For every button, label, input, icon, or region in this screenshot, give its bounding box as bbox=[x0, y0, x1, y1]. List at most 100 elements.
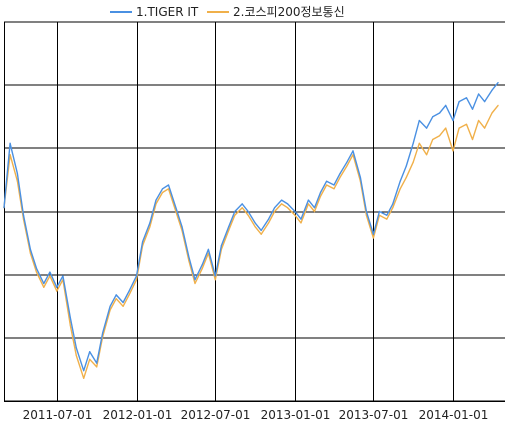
series-0-point-61 bbox=[405, 165, 407, 167]
series-1-point-39 bbox=[260, 233, 262, 235]
series-0-point-67 bbox=[445, 104, 447, 106]
series-1-point-14 bbox=[96, 366, 98, 368]
series-0-point-68 bbox=[452, 119, 454, 122]
series-0-point-18 bbox=[122, 301, 124, 304]
series-0-point-69 bbox=[458, 101, 460, 103]
series-0-point-75 bbox=[497, 82, 499, 84]
series-0-point-7 bbox=[49, 271, 51, 273]
series-1-point-26 bbox=[175, 210, 177, 213]
series-0-point-36 bbox=[241, 203, 243, 205]
series-0-point-32 bbox=[214, 275, 216, 277]
series-0-point-52 bbox=[346, 161, 348, 163]
series-0-point-16 bbox=[109, 305, 111, 307]
series-1-point-29 bbox=[194, 282, 196, 285]
series-0-point-8 bbox=[56, 286, 58, 288]
series-0-point-2 bbox=[16, 173, 18, 175]
series-0-point-45 bbox=[300, 218, 302, 220]
series-0-point-40 bbox=[268, 218, 270, 220]
series-1-point-68 bbox=[452, 150, 454, 152]
series-0-point-64 bbox=[426, 127, 428, 129]
series-0-point-41 bbox=[274, 207, 276, 209]
series-0-point-19 bbox=[128, 290, 130, 292]
series-0-point-51 bbox=[339, 173, 341, 175]
series-0-point-34 bbox=[228, 226, 230, 228]
series-0-point-17 bbox=[115, 294, 117, 296]
series-0-point-9 bbox=[62, 275, 64, 277]
x-tick-label-3: 2013-01-01 bbox=[261, 408, 331, 422]
series-0-point-15 bbox=[102, 332, 104, 334]
x-tick-label-1: 2012-01-01 bbox=[103, 408, 173, 422]
series-1-point-37 bbox=[247, 214, 249, 216]
series-1-point-1 bbox=[9, 154, 11, 156]
series-0-point-33 bbox=[220, 245, 222, 247]
series-0-point-21 bbox=[142, 241, 144, 243]
series-0-point-11 bbox=[75, 347, 77, 349]
series-0-point-35 bbox=[234, 210, 236, 213]
series-1-point-67 bbox=[445, 127, 447, 129]
x-tick-label-2: 2012-07-01 bbox=[181, 408, 251, 422]
series-0-point-29 bbox=[194, 279, 196, 281]
series-0-point-71 bbox=[471, 108, 474, 110]
series-0-point-22 bbox=[149, 222, 151, 224]
series-0-point-54 bbox=[359, 176, 361, 178]
series-0-point-55 bbox=[365, 210, 367, 213]
x-tick-label-5: 2014-01-01 bbox=[419, 408, 489, 422]
series-0-point-24 bbox=[161, 188, 164, 190]
series-0-point-38 bbox=[254, 222, 256, 224]
series-0-point-57 bbox=[378, 210, 380, 213]
series-0-point-26 bbox=[175, 207, 177, 209]
series-0-point-49 bbox=[326, 180, 328, 182]
series-0-point-10 bbox=[69, 317, 71, 319]
series-1-point-43 bbox=[287, 207, 289, 209]
series-1-point-61 bbox=[405, 176, 407, 178]
series-0-point-74 bbox=[491, 89, 493, 91]
series-0-point-43 bbox=[287, 203, 289, 205]
series-0-point-63 bbox=[418, 119, 420, 122]
series-0-point-42 bbox=[281, 199, 283, 201]
series-0-point-44 bbox=[294, 210, 296, 213]
series-0-point-12 bbox=[83, 370, 85, 372]
x-tick-label-4: 2013-07-01 bbox=[339, 408, 409, 422]
series-0-point-62 bbox=[412, 142, 414, 144]
series-0-point-60 bbox=[399, 180, 401, 182]
series-1-point-6 bbox=[43, 286, 45, 288]
series-0-point-3 bbox=[22, 214, 25, 216]
series-0-point-47 bbox=[313, 207, 316, 209]
series-0-point-56 bbox=[372, 233, 374, 235]
series-0-point-58 bbox=[386, 214, 388, 216]
legend-label-kospi200-it: 2.코스피200정보통신 bbox=[233, 5, 345, 19]
x-tick-label-0: 2011-07-01 bbox=[23, 408, 93, 422]
series-0-point-0 bbox=[3, 207, 5, 209]
series-1-point-48 bbox=[319, 195, 322, 197]
series-1-point-49 bbox=[326, 184, 328, 186]
series-1-point-24 bbox=[161, 191, 164, 194]
series-0-point-14 bbox=[96, 362, 98, 364]
series-0-point-20 bbox=[135, 275, 138, 277]
series-1-point-8 bbox=[56, 290, 58, 292]
series-1-point-58 bbox=[386, 218, 388, 220]
series-0-point-13 bbox=[89, 351, 91, 353]
series-1-point-47 bbox=[313, 210, 316, 213]
series-1-point-10 bbox=[69, 324, 71, 326]
series-1-point-20 bbox=[135, 279, 138, 281]
series-1-point-35 bbox=[234, 214, 236, 216]
series-0-point-65 bbox=[432, 116, 434, 118]
series-1-point-17 bbox=[115, 298, 117, 300]
series-1-point-66 bbox=[439, 135, 441, 137]
series-0-point-70 bbox=[465, 97, 468, 99]
series-0-point-31 bbox=[207, 248, 209, 250]
series-1-point-70 bbox=[465, 123, 468, 125]
series-1-point-44 bbox=[294, 214, 296, 216]
series-0-point-23 bbox=[155, 199, 157, 201]
series-1-point-50 bbox=[333, 188, 335, 190]
series-1-point-4 bbox=[29, 252, 31, 254]
series-1-point-12 bbox=[83, 377, 85, 379]
series-1-point-5 bbox=[35, 271, 38, 273]
series-1-point-62 bbox=[412, 161, 414, 163]
series-1-point-25 bbox=[167, 188, 170, 190]
series-0-point-5 bbox=[35, 267, 38, 269]
series-1-point-41 bbox=[274, 210, 276, 213]
series-1-point-38 bbox=[254, 226, 256, 228]
series-1-point-7 bbox=[49, 275, 51, 277]
